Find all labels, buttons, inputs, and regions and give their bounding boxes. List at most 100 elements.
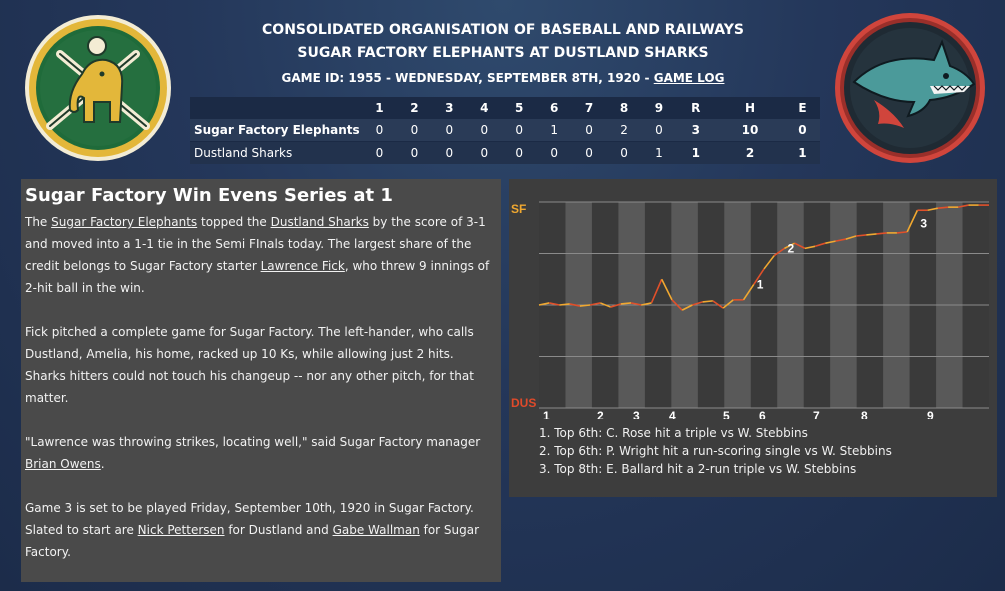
inning-score: 0 [431, 119, 467, 142]
inning-score: 0 [396, 119, 432, 142]
wp-line-segment [569, 303, 581, 307]
inning-score: 0 [571, 141, 607, 164]
inning-score: 0 [466, 141, 502, 164]
inning-tick-label: 1 [543, 409, 550, 419]
wp-line-segment [692, 301, 703, 306]
inning-score: 0 [536, 141, 572, 164]
story-text: , who threw 9 innings of 2-hit ball in t… [25, 259, 490, 295]
win-probability-chart: 1 2 3 SF DUS 1 2 3 4 5 6 7 8 9 [511, 201, 989, 419]
hits-total: 10 [715, 119, 785, 142]
story-text: for Sugar Factory. [25, 523, 480, 559]
wp-line-segment [773, 247, 785, 257]
inning-score: 0 [431, 141, 467, 164]
story-paragraph: The Sugar Factory Elephants topped the D… [25, 211, 497, 299]
hits-header: H [715, 97, 785, 119]
runs-total: 1 [676, 141, 716, 164]
key-play-marker: 2 [787, 241, 794, 255]
wp-line-segment [712, 300, 724, 309]
errors-total: 0 [784, 119, 820, 142]
story-text: Game 3 is set to be played Friday, Septe… [25, 501, 474, 537]
inning-score: 0 [641, 119, 677, 142]
inning-header: 3 [431, 97, 467, 119]
inning-tick-label: 6 [759, 409, 766, 419]
wp-line-segment [630, 302, 642, 306]
wp-line-segment [845, 235, 857, 240]
inning-header: 1 [362, 97, 397, 119]
wp-line-segment [579, 304, 591, 307]
wp-line-segment [538, 302, 550, 306]
inning-header: 4 [466, 97, 502, 119]
wp-line-segment [610, 303, 622, 308]
story-text: "Lawrence was throwing strikes, locating… [25, 435, 481, 449]
wp-line-segment [549, 302, 560, 306]
wp-line-segment [814, 242, 826, 248]
home-team-axis-label: DUS [511, 396, 536, 410]
wp-line-segment [671, 299, 683, 311]
wp-line-segment [661, 278, 673, 301]
hits-total: 2 [715, 141, 785, 164]
wp-line-segment [620, 302, 632, 305]
story-text: . [100, 457, 105, 471]
wp-line-segment [866, 233, 877, 236]
story-text: by the score of 3-1 and moved into a 1-1… [25, 215, 486, 273]
player-link-fick[interactable]: Lawrence Fick [260, 259, 345, 273]
player-link-pettersen[interactable]: Nick Pettersen [137, 523, 225, 537]
wp-line-segment [600, 302, 611, 308]
elephant-logo [25, 15, 171, 161]
inning-score: 0 [396, 141, 432, 164]
story-title: Sugar Factory Win Evens Series at 1 [25, 185, 393, 206]
wp-line-segment [681, 304, 693, 311]
inning-tick-label: 8 [861, 409, 868, 419]
game-info-text: GAME ID: 1955 - WEDNESDAY, SEPTEMBER 8TH… [281, 71, 654, 85]
manager-link-owens[interactable]: Brian Owens [25, 457, 101, 471]
key-plays-list: 1. Top 6th: C. Rose hit a triple vs W. S… [539, 424, 892, 478]
inning-tick-label: 3 [633, 409, 640, 419]
inning-score: 0 [466, 119, 502, 142]
errors-total: 1 [784, 141, 820, 164]
team-link-home[interactable]: Dustland Sharks [270, 215, 369, 229]
wp-line-segment [825, 240, 836, 244]
runs-total: 3 [676, 119, 716, 142]
inning-tick-label: 5 [723, 409, 730, 419]
key-play: 3. Top 8th: E. Ballard hit a 2-run tripl… [539, 462, 857, 476]
inning-score: 0 [571, 119, 607, 142]
inning-header: 2 [396, 97, 432, 119]
story-paragraph: "Lawrence was throwing strikes, locating… [25, 431, 497, 475]
inning-score: 0 [362, 119, 397, 142]
inning-score: 0 [606, 141, 642, 164]
inning-header: 5 [501, 97, 537, 119]
team-name[interactable]: Sugar Factory Elephants [190, 119, 362, 142]
game-log-link[interactable]: GAME LOG [653, 71, 725, 85]
inning-score: 0 [501, 141, 537, 164]
league-title: CONSOLIDATED ORGANISATION OF BASEBALL AN… [262, 22, 744, 38]
key-play-marker: 1 [757, 277, 764, 291]
game-info: GAME ID: 1955 - WEDNESDAY, SEPTEMBER 8TH… [190, 71, 816, 85]
linescore-row-away: Sugar Factory Elephants 0 0 0 0 0 1 0 2 … [190, 119, 820, 142]
team-link-away[interactable]: Sugar Factory Elephants [51, 215, 198, 229]
team-name[interactable]: Dustland Sharks [190, 141, 362, 164]
wp-line-segment [794, 242, 806, 250]
inning-tick-label: 4 [669, 409, 676, 419]
player-link-wallman[interactable]: Gabe Wallman [332, 523, 420, 537]
story-paragraph: Fick pitched a complete game for Sugar F… [25, 325, 474, 405]
wp-line-segment [753, 268, 765, 285]
wp-line-segment [927, 207, 939, 212]
game-story-panel: Sugar Factory Win Evens Series at 1 The … [21, 179, 501, 582]
inning-score: 1 [641, 141, 677, 164]
inning-header: 6 [536, 97, 572, 119]
wp-line-segment [650, 278, 663, 304]
wp-line-segment [855, 234, 867, 237]
inning-tick-label: 7 [813, 409, 820, 419]
wp-line-segment [906, 209, 919, 233]
wp-line-segment [804, 245, 816, 250]
wp-line-segment [937, 206, 949, 209]
inning-header: 9 [641, 97, 677, 119]
wp-line-segment [896, 231, 908, 234]
wp-line-segment [559, 303, 570, 306]
inning-header: 8 [606, 97, 642, 119]
wp-line-segment [589, 302, 601, 306]
wp-line-segment [722, 299, 734, 309]
inning-score: 0 [362, 141, 397, 164]
runs-header: R [676, 97, 716, 119]
key-play: 2. Top 6th: P. Wright hit a run-scoring … [539, 444, 892, 458]
